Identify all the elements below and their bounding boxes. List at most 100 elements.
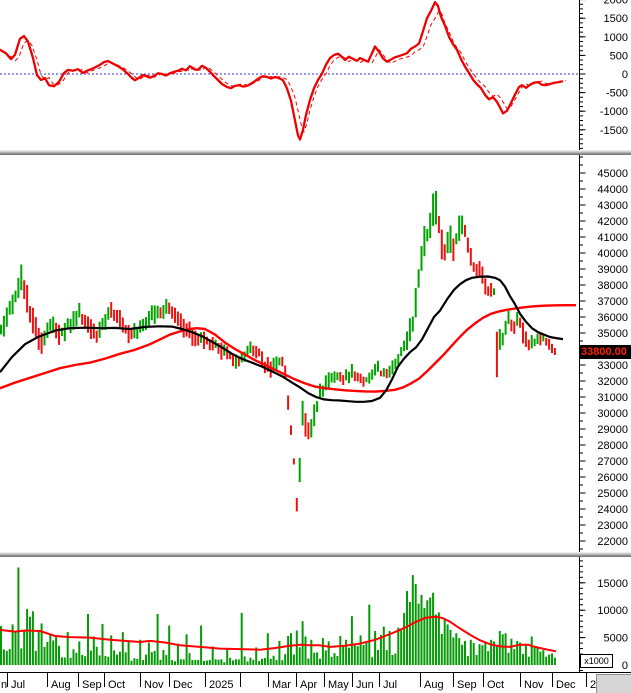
volume-bar [0,626,2,665]
price-bar [530,335,533,349]
y-axis-label: 31000 [597,392,628,404]
price-bar [26,285,29,313]
volume-bar [205,660,208,665]
volume-bar [330,656,333,665]
volume-bar [452,637,455,665]
volume-bar [34,650,37,665]
volume-bar [411,575,414,665]
volume-bar [11,624,14,665]
price-bar [87,316,89,333]
volume-bar [429,597,432,665]
volume-bar [298,647,301,665]
price-bar [519,317,522,328]
volume-bar [121,632,124,665]
volume-bar [275,660,278,665]
x-axis-label: Nov [524,679,544,691]
price-bar [298,457,301,483]
volume-bar [191,659,194,665]
volume-bar [365,641,368,665]
volume-bar [107,656,110,665]
volume-bar [197,659,200,665]
panel-splitter-top[interactable] [0,150,631,155]
volume-bar [156,614,159,665]
volume-bar [40,623,43,665]
volume-bar [153,650,156,665]
volume-bar [400,630,403,665]
price-bar [255,346,258,359]
price-bar [495,331,498,378]
panel-splitter-bottom[interactable] [0,552,631,557]
y-axis-label: 28000 [597,440,628,452]
volume-panel[interactable] [0,567,557,666]
volume-bar [72,649,75,665]
price-bar [339,372,342,382]
y-axis-label: 25000 [597,488,628,500]
price-bar [58,324,60,345]
price-bar [203,331,205,349]
price-bar [539,332,542,346]
price-bar [75,310,78,327]
price-bar [327,372,330,389]
price-bar [316,401,319,412]
volume-bar [14,632,17,665]
price-bar [408,318,411,342]
oscillator-panel[interactable] [0,1,580,141]
volume-bar [464,640,466,665]
price-bar [310,419,313,438]
x-axis-label: Apr [300,679,317,691]
volume-bar [359,635,362,665]
y-axis-label: 41000 [597,232,628,244]
y-axis-label: 39000 [597,264,628,276]
volume-bar [118,651,121,665]
price-bar [417,269,420,288]
price-bar [551,343,553,354]
x-axis-label: Nov [144,679,164,691]
volume-bar [388,631,391,665]
price-bar [527,339,530,351]
volume-bar [408,602,411,665]
price-bar [237,356,240,367]
volume-bar [269,658,272,665]
volume-bar [461,644,464,665]
volume-bar [545,656,548,665]
y-axis-label: 5000 [604,633,628,645]
price-bar [548,338,551,350]
price-bar [397,354,400,365]
volume-bar [493,641,495,665]
price-bar [211,336,214,351]
volume-bar [165,655,168,665]
price-bar [437,216,440,234]
volume-bar [179,659,182,665]
volume-bar [455,633,458,665]
x-axis-label: Aug [51,679,71,691]
volume-bar [519,642,522,665]
last-price-label: 33800.00 [579,345,631,359]
y-axis-label: 22000 [597,536,628,548]
price-bar [191,330,194,346]
price-bar [243,351,246,362]
volume-bar [185,634,188,665]
volume-bar [382,626,385,665]
volume-bar [174,661,176,665]
y-axis-label: 42000 [597,216,628,228]
volume-bar [440,633,443,665]
volume-bar [403,612,406,665]
volume-bar [466,656,469,665]
price-bar [420,246,423,271]
price-bar [284,365,287,379]
volume-bar [548,654,551,665]
volume-bar [55,636,58,665]
price-bar [162,305,165,319]
volume-bar [252,659,255,665]
price-bar [261,351,263,368]
price-panel[interactable] [0,190,576,512]
volume-bar [292,654,295,665]
price-bar [493,288,495,295]
volume-bar [391,655,394,665]
volume-bar [208,660,211,665]
volume-bar [249,657,252,665]
price-bar [11,294,14,315]
volume-bar [261,658,263,665]
price-bar [159,307,162,319]
price-bar [101,318,104,331]
